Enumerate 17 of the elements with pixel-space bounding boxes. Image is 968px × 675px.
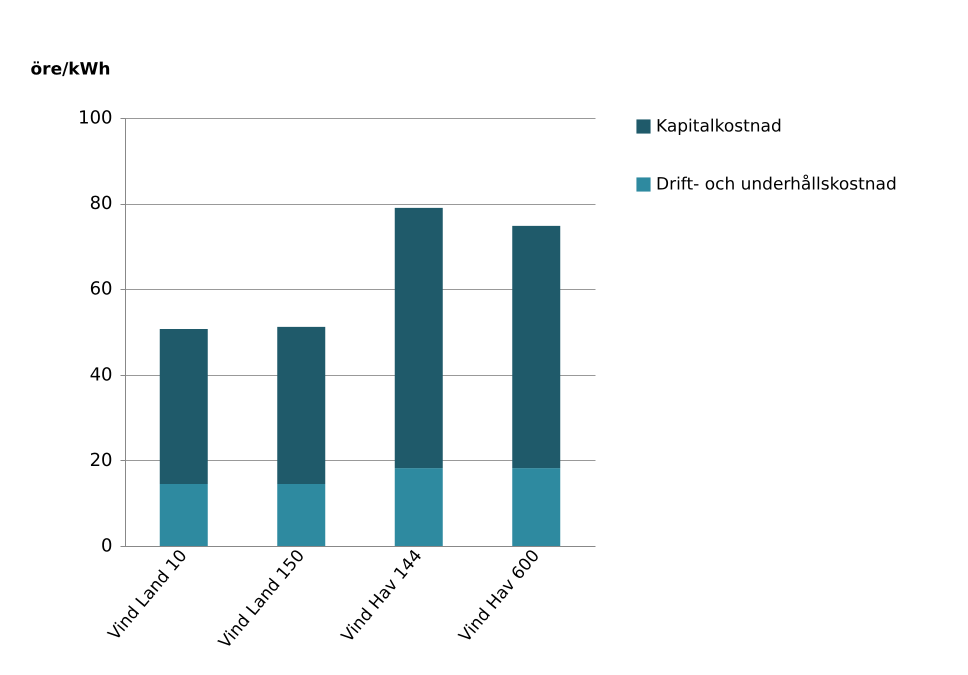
bar — [394, 208, 443, 468]
bar — [277, 484, 326, 546]
y-tick-label: 60 — [90, 278, 112, 300]
y-tick-label: 40 — [90, 364, 112, 386]
legend-label: Drift- och underhållskostnad — [656, 174, 897, 194]
y-tick-label: 20 — [90, 450, 112, 471]
y-tick-label: 100 — [78, 108, 112, 128]
bar — [277, 326, 326, 484]
y-axis-title: öre/kWh — [30, 60, 110, 80]
bar — [160, 484, 208, 546]
bar — [512, 468, 560, 546]
y-tick-label: 0 — [101, 536, 112, 556]
bar — [160, 329, 208, 484]
y-tick-label: 80 — [90, 193, 112, 214]
bar — [512, 226, 560, 468]
legend-label: Kapitalkostnad — [656, 116, 782, 136]
bar — [394, 468, 443, 546]
